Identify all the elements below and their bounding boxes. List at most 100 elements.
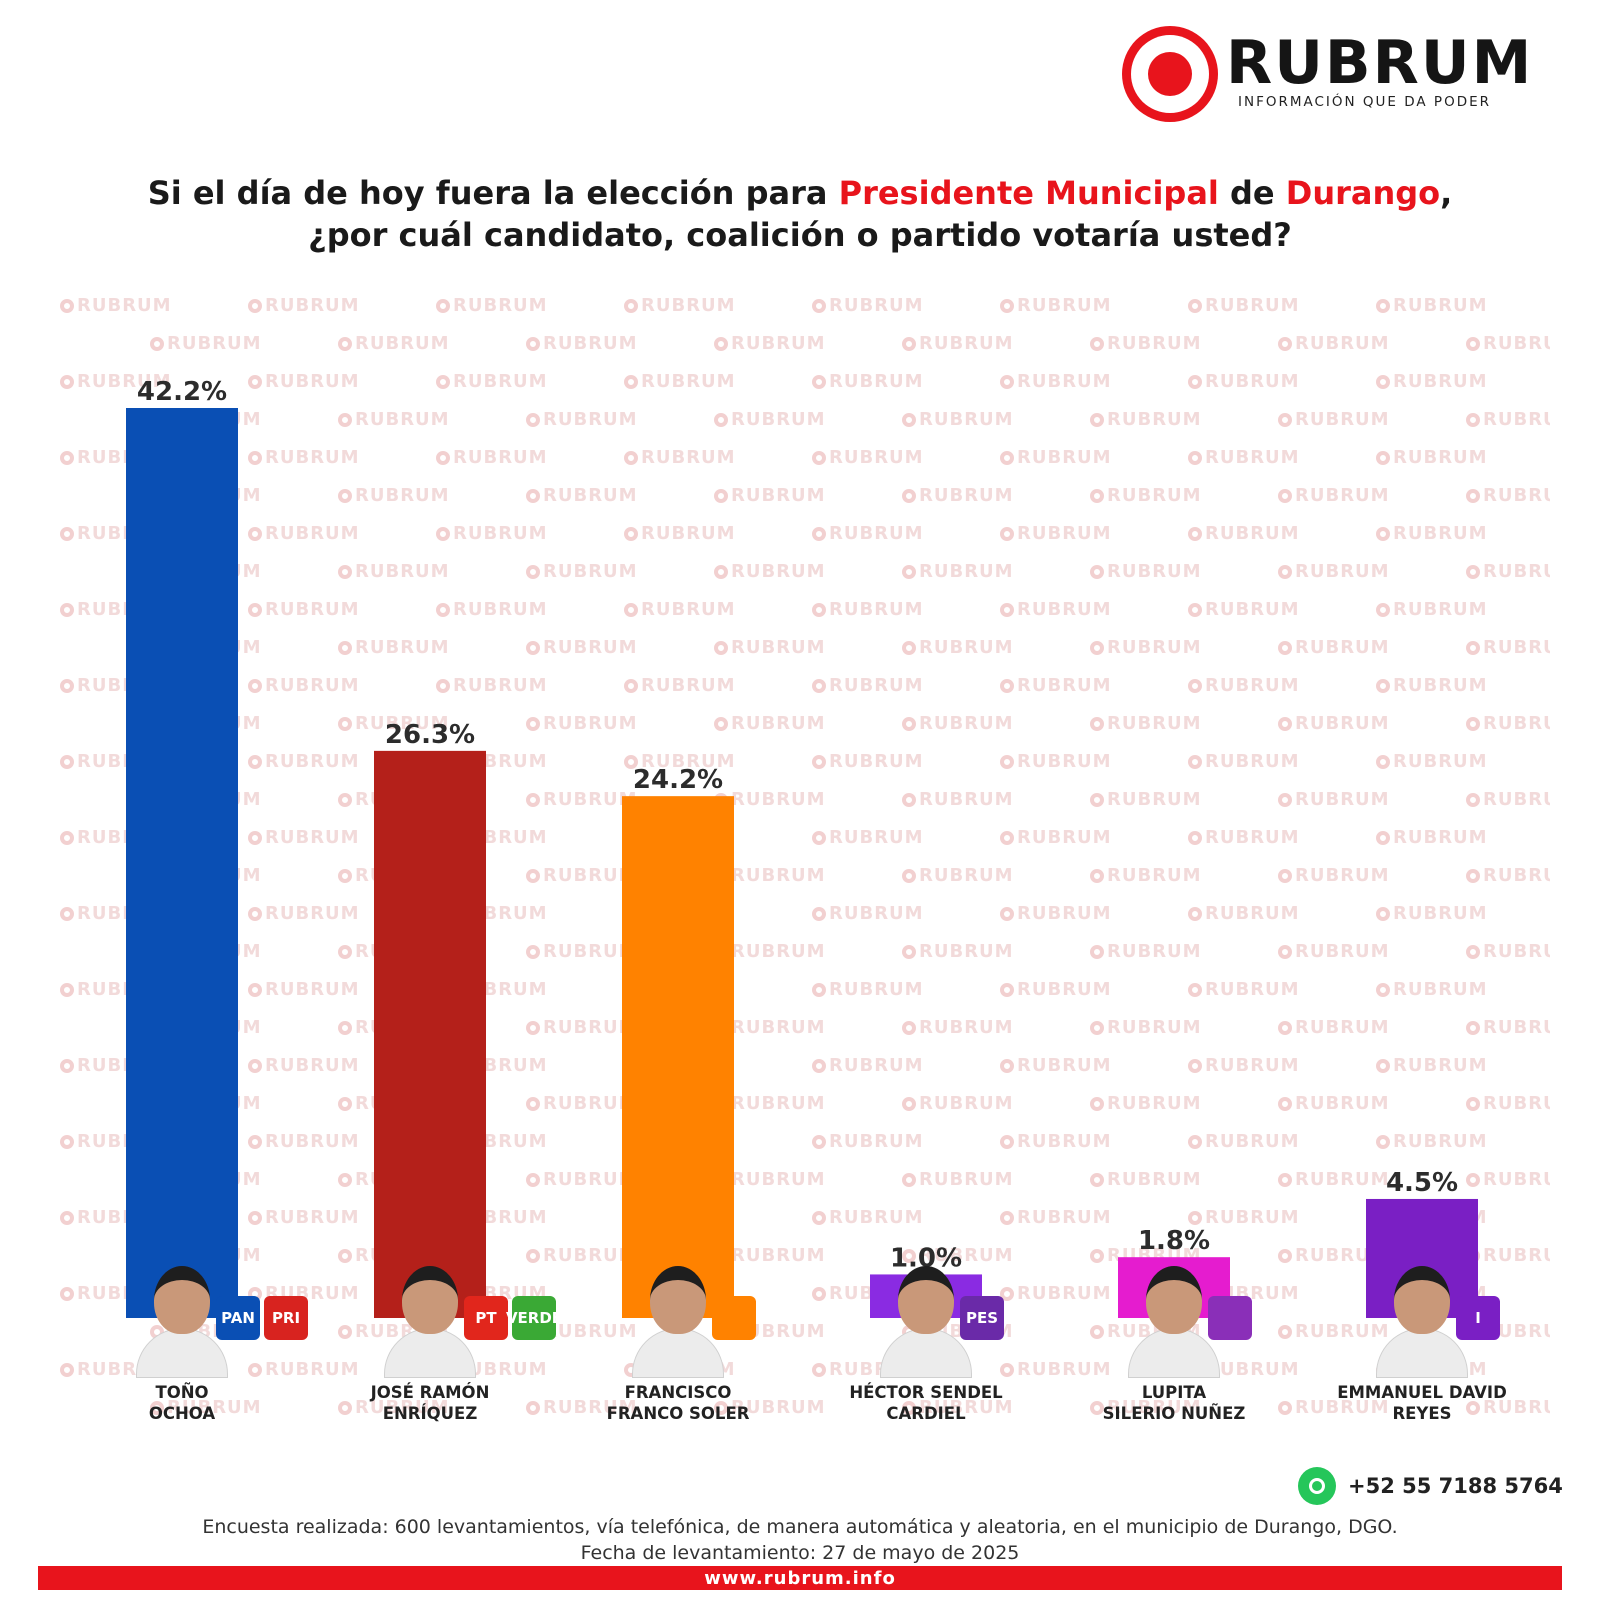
title-line2: ¿por cuál candidato, coalición o partido… bbox=[308, 216, 1292, 254]
watermark-tile: RUBRUM bbox=[1278, 1321, 1390, 1342]
watermark-dot-icon bbox=[436, 679, 450, 693]
watermark-dot-icon bbox=[812, 679, 826, 693]
candidate-photo-6 bbox=[1376, 1266, 1468, 1378]
watermark-tile: RUBRUM bbox=[1466, 1093, 1550, 1114]
watermark-tile: RUBRUM bbox=[526, 865, 638, 886]
watermark-dot-icon bbox=[1466, 1097, 1480, 1111]
watermark-dot-icon bbox=[902, 945, 916, 959]
watermark-dot-icon bbox=[526, 1401, 540, 1415]
watermark-tile: RUBRUM bbox=[1466, 941, 1550, 962]
pri-logo: PRI bbox=[264, 1296, 308, 1340]
watermark-tile: RUBRUM bbox=[526, 637, 638, 658]
watermark-dot-icon bbox=[624, 451, 638, 465]
watermark-dot-icon bbox=[1466, 1021, 1480, 1035]
watermark-dot-icon bbox=[1000, 1363, 1014, 1377]
watermark-dot-icon bbox=[1466, 641, 1480, 655]
watermark-tile: RUBRUM bbox=[526, 713, 638, 734]
watermark-tile: RUBRUM bbox=[1090, 333, 1202, 354]
watermark-dot-icon bbox=[812, 831, 826, 845]
watermark-tile: RUBRUM bbox=[436, 675, 548, 696]
watermark-tile: RUBRUM bbox=[248, 371, 360, 392]
watermark-tile: RUBRUM bbox=[1000, 1283, 1112, 1304]
watermark-tile: RUBRUM bbox=[812, 979, 924, 1000]
watermark-dot-icon bbox=[1278, 717, 1292, 731]
watermark-tile: RUBRUM bbox=[248, 1359, 360, 1380]
watermark-dot-icon bbox=[1376, 907, 1390, 921]
watermark-tile: RUBRUM bbox=[1278, 1397, 1390, 1418]
person-head-icon bbox=[402, 1266, 458, 1334]
chart-title: Si el día de hoy fuera la elección para … bbox=[40, 172, 1560, 256]
watermark-tile: RUBRUM bbox=[436, 599, 548, 620]
watermark-tile: RUBRUM bbox=[1188, 447, 1300, 468]
watermark-dot-icon bbox=[1278, 945, 1292, 959]
watermark-dot-icon bbox=[1188, 451, 1202, 465]
watermark-dot-icon bbox=[902, 489, 916, 503]
watermark-tile: RUBRUM bbox=[714, 637, 826, 658]
title-highlight-city: Durango bbox=[1285, 174, 1441, 212]
bar-3 bbox=[622, 796, 734, 1318]
watermark-dot-icon bbox=[812, 1363, 826, 1377]
contact-phone[interactable]: +52 55 7188 5764 bbox=[1298, 1466, 1563, 1506]
watermark-tile: RUBRUM bbox=[526, 1017, 638, 1038]
watermark-dot-icon bbox=[526, 945, 540, 959]
watermark-tile: RUBRUM bbox=[248, 979, 360, 1000]
watermark-tile: RUBRUM bbox=[902, 1017, 1014, 1038]
watermark-dot-icon bbox=[624, 527, 638, 541]
title-part2: de bbox=[1218, 174, 1286, 212]
movimiento-ciudadano-logo bbox=[712, 1296, 756, 1340]
watermark-dot-icon bbox=[1278, 565, 1292, 579]
candidate-name-line: OCHOA bbox=[148, 1404, 216, 1423]
watermark-tile: RUBRUM bbox=[1188, 827, 1300, 848]
candidate-name-5: LUPITA SILERIO NUÑEZ bbox=[1054, 1382, 1294, 1424]
watermark-dot-icon bbox=[902, 1173, 916, 1187]
watermark-dot-icon bbox=[1376, 679, 1390, 693]
watermark-tile: RUBRUM bbox=[714, 409, 826, 430]
watermark-tile: RUBRUM bbox=[1466, 485, 1550, 506]
watermark-dot-icon bbox=[248, 1135, 262, 1149]
watermark-dot-icon bbox=[248, 983, 262, 997]
watermark-dot-icon bbox=[338, 717, 352, 731]
watermark-dot-icon bbox=[338, 1097, 352, 1111]
rubrum-logo: RUBRUM INFORMACIÓN QUE DA PODER bbox=[1122, 26, 1562, 122]
watermark-tile: RUBRUM bbox=[1376, 447, 1488, 468]
watermark-dot-icon bbox=[1090, 489, 1104, 503]
watermark-dot-icon bbox=[812, 299, 826, 313]
watermark-dot-icon bbox=[902, 1021, 916, 1035]
watermark-dot-icon bbox=[714, 641, 728, 655]
watermark-tile: RUBRUM bbox=[714, 333, 826, 354]
watermark-tile: RUBRUM bbox=[714, 713, 826, 734]
bar-value-label-6: 4.5% bbox=[1386, 1168, 1458, 1198]
footnote-methodology: Encuesta realizada: 600 levantamientos, … bbox=[202, 1516, 1398, 1538]
watermark-dot-icon bbox=[338, 565, 352, 579]
watermark-tile: RUBRUM bbox=[436, 523, 548, 544]
watermark-dot-icon bbox=[1466, 337, 1480, 351]
watermark-dot-icon bbox=[902, 869, 916, 883]
watermark-tile: RUBRUM bbox=[1278, 941, 1390, 962]
watermark-dot-icon bbox=[1376, 1059, 1390, 1073]
person-head-icon bbox=[898, 1266, 954, 1334]
watermark-tile: RUBRUM bbox=[1090, 789, 1202, 810]
watermark-tile: RUBRUM bbox=[1188, 371, 1300, 392]
footer-url[interactable]: www.rubrum.info bbox=[704, 1568, 896, 1589]
watermark-dot-icon bbox=[338, 1173, 352, 1187]
watermark-dot-icon bbox=[60, 983, 74, 997]
watermark-tile: RUBRUM bbox=[1466, 713, 1550, 734]
watermark-tile: RUBRUM bbox=[1188, 1207, 1300, 1228]
watermark-tile: RUBRUM bbox=[1376, 371, 1488, 392]
title-part1: Si el día de hoy fuera la elección para bbox=[147, 174, 839, 212]
watermark-dot-icon bbox=[1376, 1135, 1390, 1149]
watermark-tile: RUBRUM bbox=[1000, 751, 1112, 772]
watermark-tile: RUBRUM bbox=[1376, 903, 1488, 924]
independiente-logo: I bbox=[1456, 1296, 1500, 1340]
watermark-tile: RUBRUM bbox=[1090, 1017, 1202, 1038]
watermark-tile: RUBRUM bbox=[902, 409, 1014, 430]
watermark-dot-icon bbox=[1090, 945, 1104, 959]
watermark-dot-icon bbox=[1376, 299, 1390, 313]
candidate-name-line: CARDIEL bbox=[886, 1404, 966, 1423]
candidate-name-1: TOÑO OCHOA bbox=[62, 1382, 302, 1424]
watermark-tile: RUBRUM bbox=[248, 903, 360, 924]
bar-value-label-5: 1.8% bbox=[1138, 1226, 1210, 1256]
candidate-photo-2 bbox=[384, 1266, 476, 1378]
watermark-dot-icon bbox=[812, 527, 826, 541]
